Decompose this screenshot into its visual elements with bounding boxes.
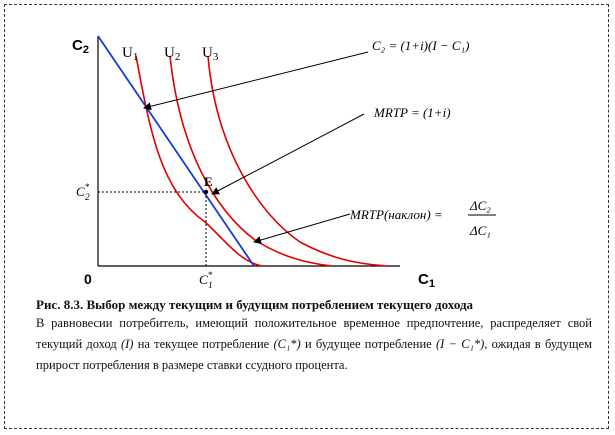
figure-frame — [4, 4, 609, 429]
equilibrium-label: E — [204, 174, 213, 189]
origin-label: 0 — [84, 271, 92, 287]
slope-numerator: ΔC₂ — [469, 198, 491, 213]
indifference-curve-u3 — [207, 55, 389, 267]
arrow-budget — [143, 51, 369, 111]
y-axis-label: C2 — [72, 37, 89, 56]
intertemporal-choice-diagram: C2 C1 0 U1 U2 U3 E C* 2 C* 1 C₂ = (1+i)(I … — [72, 35, 496, 290]
caption-c1-star: (C₁*) — [273, 337, 301, 351]
equilibrium-point — [203, 189, 209, 195]
c2-star-label: C* 2 — [76, 182, 90, 202]
caption-title: Рис. 8.3. Выбор между текущим и будущим … — [36, 297, 474, 312]
curve-label-u2: U2 — [164, 45, 180, 63]
indifference-curve-u2 — [169, 55, 333, 267]
indifference-curve-u1 — [135, 55, 263, 267]
mrtp-equation: MRTP = (1+i) — [373, 105, 451, 120]
x-axis-label: C1 — [418, 271, 435, 290]
caption-text-3: и будущее потребление — [304, 337, 432, 351]
figure-caption: Рис. 8.3. Выбор между текущим и будущим … — [36, 297, 592, 376]
arrow-mrtp — [211, 113, 365, 195]
curve-label-u3: U3 — [202, 45, 219, 63]
c1-star-label: C* 1 — [199, 270, 213, 290]
slope-equation-left: MRTP(наклон) = — [349, 207, 443, 222]
slope-denominator: ΔC₁ — [469, 223, 491, 238]
caption-body: В равновесии потребитель, имеющий положи… — [36, 313, 592, 376]
arrow-slope — [253, 213, 351, 244]
curve-label-u1: U1 — [122, 45, 138, 63]
caption-text-4: ожидая в будущем прирост потребления в р… — [36, 337, 592, 372]
caption-text-1: В равновесии потребитель, имеющий положи… — [36, 316, 592, 351]
budget-line — [97, 35, 255, 267]
caption-income: (I) — [120, 337, 134, 351]
caption-text-2: на текущее потребление — [137, 337, 270, 351]
budget-equation: C₂ = (1+i)(I − C₁) — [372, 38, 469, 53]
caption-saving: (I − C₁*), — [435, 337, 488, 351]
